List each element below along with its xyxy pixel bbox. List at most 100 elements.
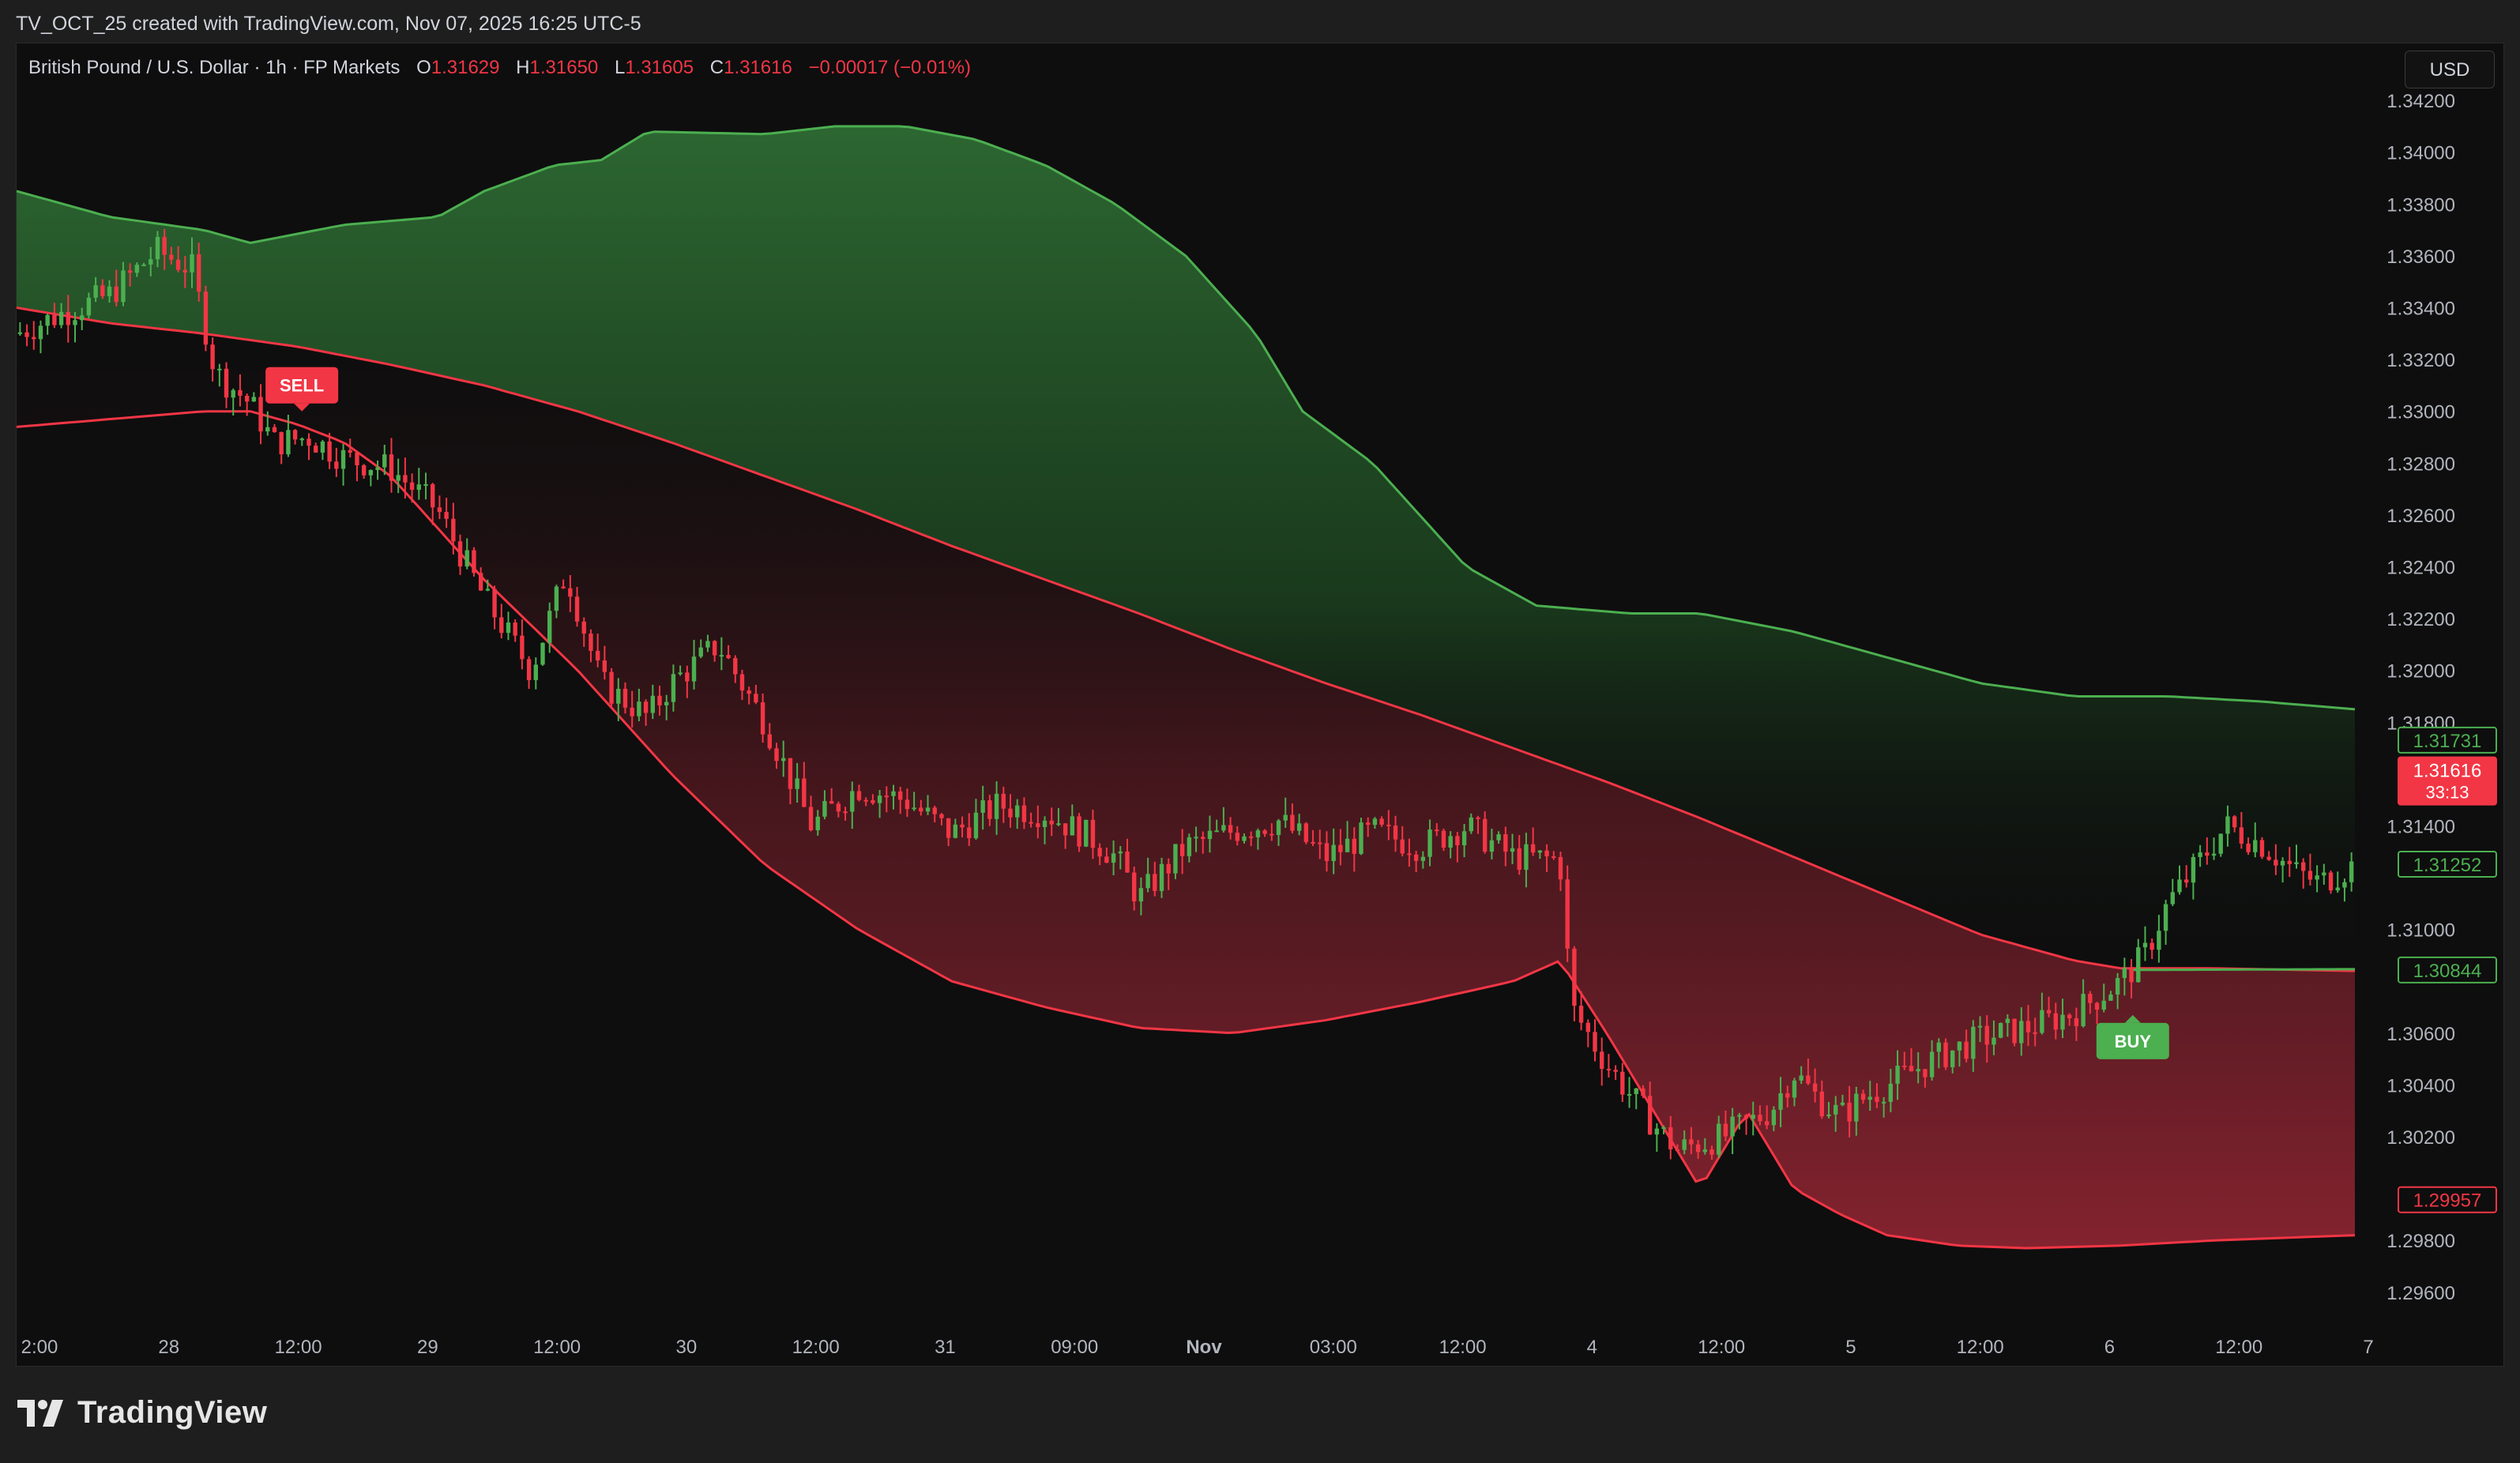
candle-body[interactable] <box>2025 1021 2031 1032</box>
candle-body[interactable] <box>685 672 690 682</box>
candle-body[interactable] <box>2170 892 2175 905</box>
sell-signal[interactable]: SELL <box>265 367 339 412</box>
candle-body[interactable] <box>423 483 428 486</box>
candle-body[interactable] <box>1413 854 1419 861</box>
candle-body[interactable] <box>1489 840 1495 852</box>
price-label-upper[interactable]: 1.31731 <box>2398 726 2497 754</box>
candle-body[interactable] <box>210 344 215 370</box>
candle-body[interactable] <box>100 285 105 296</box>
candle-body[interactable] <box>1441 830 1446 848</box>
candle-body[interactable] <box>485 589 491 591</box>
candle-body[interactable] <box>389 454 394 481</box>
price-label-lower[interactable]: 1.29957 <box>2398 1186 2497 1213</box>
candle-body[interactable] <box>664 701 669 705</box>
candle-body[interactable] <box>581 621 586 634</box>
candle-body[interactable] <box>1812 1083 1818 1092</box>
candle-body[interactable] <box>1393 826 1398 840</box>
candle-body[interactable] <box>1620 1071 1625 1095</box>
candle-body[interactable] <box>1558 856 1563 880</box>
candle-body[interactable] <box>1331 844 1336 862</box>
candle-body[interactable] <box>238 389 243 397</box>
candle-body[interactable] <box>1455 836 1460 846</box>
candle-body[interactable] <box>17 332 23 334</box>
candle-body[interactable] <box>348 449 352 453</box>
candle-body[interactable] <box>2157 931 2161 950</box>
candle-body[interactable] <box>45 314 50 326</box>
candle-body[interactable] <box>162 236 167 255</box>
candle-body[interactable] <box>66 311 70 325</box>
candle-body[interactable] <box>1764 1121 1770 1126</box>
candle-body[interactable] <box>863 799 868 802</box>
candle-body[interactable] <box>1860 1093 1866 1100</box>
candle-body[interactable] <box>1695 1144 1701 1153</box>
candle-body[interactable] <box>1634 1088 1638 1094</box>
candle-body[interactable] <box>1379 818 1384 825</box>
candle-body[interactable] <box>2046 1010 2052 1014</box>
candle-body[interactable] <box>1063 823 1068 836</box>
candle-body[interactable] <box>1345 838 1350 852</box>
candle-body[interactable] <box>1132 872 1137 902</box>
candle-body[interactable] <box>1483 818 1488 852</box>
candle-body[interactable] <box>973 812 979 839</box>
candle-body[interactable] <box>2088 994 2093 1003</box>
candle-body[interactable] <box>1153 874 1157 891</box>
candle-body[interactable] <box>1578 1006 1584 1023</box>
candle-body[interactable] <box>898 791 903 800</box>
candle-body[interactable] <box>1407 853 1412 856</box>
candle-body[interactable] <box>1806 1075 1811 1084</box>
candle-body[interactable] <box>2315 875 2319 880</box>
candle-body[interactable] <box>52 314 57 325</box>
candle-body[interactable] <box>2074 1017 2079 1027</box>
candle-body[interactable] <box>1929 1051 1935 1078</box>
candle-body[interactable] <box>368 469 374 476</box>
candle-body[interactable] <box>451 518 456 542</box>
candle-body[interactable] <box>2301 862 2306 871</box>
candle-body[interactable] <box>871 799 875 803</box>
candle-body[interactable] <box>815 816 820 831</box>
candle-body[interactable] <box>1854 1093 1859 1122</box>
candle-body[interactable] <box>1847 1102 1852 1122</box>
candle-body[interactable] <box>2322 872 2326 876</box>
candle-body[interactable] <box>1792 1080 1797 1098</box>
candle-body[interactable] <box>767 734 772 749</box>
candle-body[interactable] <box>953 824 958 838</box>
candle-body[interactable] <box>1984 1025 1989 1045</box>
candle-body[interactable] <box>1881 1101 1886 1104</box>
candle-body[interactable] <box>1524 844 1529 871</box>
candle-body[interactable] <box>1682 1139 1687 1150</box>
candle-body[interactable] <box>1826 1114 1831 1117</box>
candle-body[interactable] <box>1427 829 1432 857</box>
candle-body[interactable] <box>1875 1096 1879 1102</box>
candle-body[interactable] <box>678 672 683 675</box>
candle-body[interactable] <box>561 586 566 589</box>
candle-body[interactable] <box>327 441 332 462</box>
price-label-upper[interactable]: 1.30844 <box>2398 956 2497 983</box>
candle-body[interactable] <box>1730 1116 1735 1137</box>
candle-body[interactable] <box>1572 948 1577 1006</box>
candle-body[interactable] <box>1159 863 1164 891</box>
candle-body[interactable] <box>478 573 483 591</box>
candle-body[interactable] <box>1702 1149 1707 1153</box>
candle-body[interactable] <box>251 397 257 402</box>
candle-body[interactable] <box>540 642 545 665</box>
candle-body[interactable] <box>2274 859 2278 866</box>
candle-body[interactable] <box>24 332 29 337</box>
candle-body[interactable] <box>197 254 201 292</box>
candle-body[interactable] <box>781 758 786 762</box>
candle-body[interactable] <box>946 818 951 838</box>
candle-body[interactable] <box>698 647 703 657</box>
candle-body[interactable] <box>396 475 401 481</box>
candle-body[interactable] <box>80 315 85 321</box>
candle-body[interactable] <box>1778 1093 1783 1110</box>
candle-body[interactable] <box>231 389 235 398</box>
candle-body[interactable] <box>457 541 463 567</box>
candle-body[interactable] <box>2184 879 2189 883</box>
candle-body[interactable] <box>431 483 435 508</box>
candle-body[interactable] <box>967 827 972 839</box>
candle-body[interactable] <box>1613 1070 1618 1072</box>
candle-body[interactable] <box>1998 1023 2003 1038</box>
candle-body[interactable] <box>1943 1042 1948 1067</box>
candle-body[interactable] <box>630 707 634 716</box>
